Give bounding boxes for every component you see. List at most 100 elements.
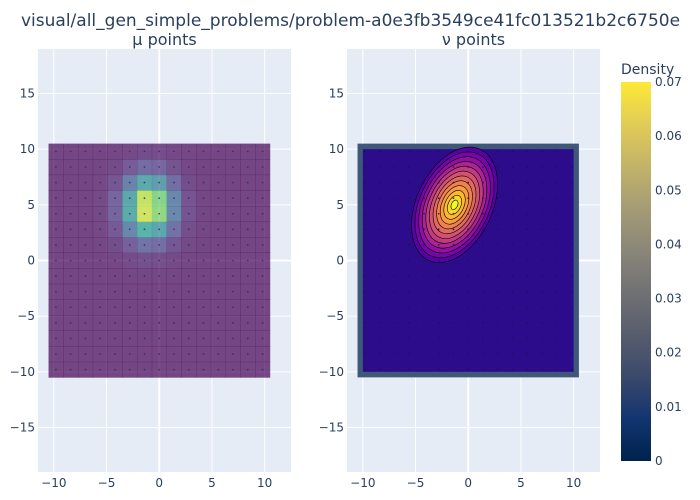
sample-point [217, 228, 220, 231]
x-tick-label: −5 [407, 476, 425, 490]
colorbar-title: Density [621, 62, 674, 78]
sample-point [437, 197, 440, 200]
sample-point [437, 181, 440, 184]
sample-point [511, 290, 514, 293]
sample-point [55, 197, 57, 200]
sample-point [408, 197, 411, 200]
sample-point [526, 259, 529, 262]
sample-point [526, 275, 529, 277]
sample-point [246, 337, 249, 340]
sample-point [437, 337, 440, 340]
sample-point [555, 275, 558, 277]
sample-point [99, 212, 102, 215]
sample-point [114, 353, 116, 355]
sample-point [261, 368, 264, 371]
sample-point [511, 228, 514, 231]
sample-point [408, 166, 411, 168]
sample-point [570, 353, 573, 355]
sample-point [423, 321, 425, 324]
sample-point [526, 353, 529, 355]
sample-point [526, 306, 529, 309]
sample-point [555, 368, 558, 371]
sample-point [232, 321, 234, 324]
sample-point [364, 166, 366, 168]
sample-point [187, 337, 190, 340]
sample-point [143, 353, 146, 355]
sample-point [364, 353, 366, 355]
sample-point [246, 181, 249, 184]
sample-point [452, 368, 455, 371]
sample-point [261, 259, 264, 262]
y-tick-label: 5 [336, 198, 344, 212]
sample-point [261, 244, 264, 246]
sample-point [437, 368, 440, 371]
colorbar-tick-label: 0.02 [655, 346, 682, 360]
sample-point [114, 275, 116, 277]
sample-point [378, 212, 381, 215]
sample-point [55, 212, 57, 215]
sample-point [84, 306, 87, 309]
sample-point [158, 259, 161, 262]
sample-point [467, 228, 470, 231]
sample-point [452, 228, 455, 231]
sample-point [143, 212, 146, 215]
sample-point [69, 353, 72, 355]
sample-point [202, 353, 205, 355]
sample-point [261, 306, 264, 309]
sample-point [55, 368, 57, 371]
sample-point [232, 244, 234, 246]
sample-point [482, 337, 484, 340]
sample-point [423, 368, 425, 371]
sample-point [99, 181, 102, 184]
sample-point [408, 337, 411, 340]
sample-point [187, 321, 190, 324]
sample-point [202, 337, 205, 340]
sample-point [423, 181, 425, 184]
sample-point [378, 197, 381, 200]
sample-point [496, 337, 499, 340]
sample-point [555, 290, 558, 293]
colorbar-tick-label: 0 [655, 454, 663, 468]
sample-point [496, 290, 499, 293]
sample-point [202, 212, 205, 215]
sample-point [541, 150, 543, 153]
sample-point [114, 228, 116, 231]
sample-point [69, 321, 72, 324]
sample-point [217, 290, 220, 293]
sample-point [84, 259, 87, 262]
sample-point [217, 166, 220, 168]
sample-point [232, 275, 234, 277]
sample-point [570, 368, 573, 371]
sample-point [364, 290, 366, 293]
sample-point [511, 197, 514, 200]
sample-point [555, 166, 558, 168]
sample-point [437, 353, 440, 355]
sample-point [217, 197, 220, 200]
sample-point [232, 197, 234, 200]
sample-point [467, 212, 470, 215]
sample-point [393, 353, 396, 355]
sample-point [555, 197, 558, 200]
sample-point [69, 275, 72, 277]
sample-point [202, 197, 205, 200]
sample-point [84, 353, 87, 355]
sample-point [84, 290, 87, 293]
sample-point [526, 337, 529, 340]
sample-point [408, 321, 411, 324]
sample-point [482, 197, 484, 200]
sample-point [173, 353, 175, 355]
sample-point [261, 353, 264, 355]
sample-point [232, 353, 234, 355]
y-tick-label: −15 [10, 420, 35, 434]
sample-point [526, 197, 529, 200]
sample-point [217, 181, 220, 184]
sample-point [261, 275, 264, 277]
sample-point [69, 181, 72, 184]
sample-point [452, 197, 455, 200]
sample-point [364, 150, 366, 153]
sample-point [55, 321, 57, 324]
sample-point [114, 166, 116, 168]
plot-area [357, 143, 579, 378]
sample-point [55, 275, 57, 277]
